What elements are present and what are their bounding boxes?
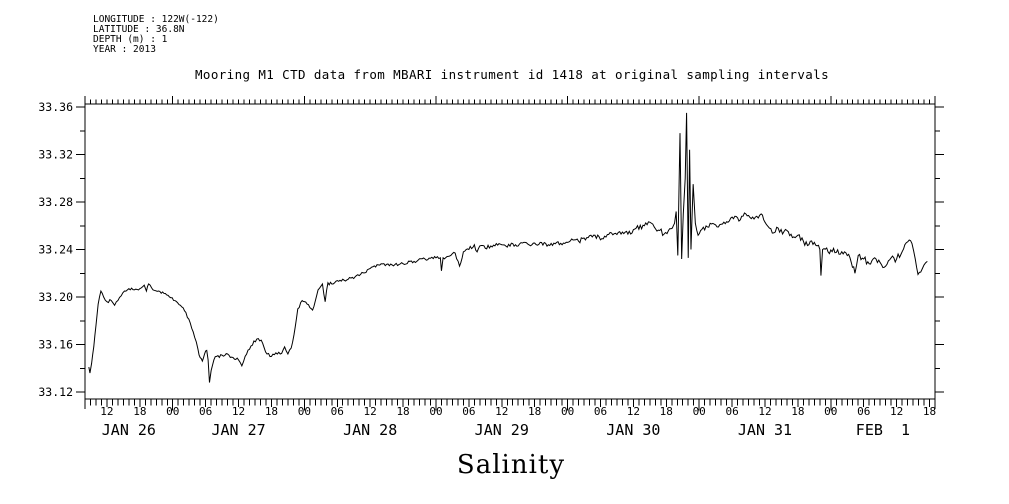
x-hour-label: 06 xyxy=(462,405,475,418)
x-hour-label: 00 xyxy=(429,405,442,418)
y-tick-label: 33.24 xyxy=(38,243,73,257)
y-tick-label: 33.36 xyxy=(38,100,73,114)
x-hour-label: 06 xyxy=(857,405,870,418)
y-tick-label: 33.12 xyxy=(38,385,73,399)
x-hour-label: 12 xyxy=(100,405,113,418)
year-value: YEAR : 2013 xyxy=(93,44,156,55)
x-hour-label: 18 xyxy=(923,405,936,418)
longitude-value: LONGITUDE : 122W(-122) xyxy=(93,14,219,25)
x-hour-label: 12 xyxy=(890,405,903,418)
x-day-label: JAN 31 xyxy=(738,421,792,439)
x-hour-label: 18 xyxy=(660,405,673,418)
x-hour-label: 00 xyxy=(693,405,706,418)
x-hour-label: 06 xyxy=(199,405,212,418)
x-hour-label: 00 xyxy=(166,405,179,418)
x-hour-label: 12 xyxy=(627,405,640,418)
metadata-block: LONGITUDE : 122W(-122) LATITUDE : 36.8N … xyxy=(93,14,219,55)
x-hour-label: 00 xyxy=(561,405,574,418)
y-tick-label: 33.32 xyxy=(38,148,73,162)
axis-tick-labels: 12 18 00 06 12 18 00 06 12 18 00 06 12 18 00 06 12 18 00 06… xyxy=(38,100,936,439)
x-day-label: JAN 30 xyxy=(606,421,660,439)
x-day-label: FEB 1 xyxy=(856,421,910,439)
depth-value: DEPTH (m) : 1 xyxy=(93,34,168,45)
x-hour-label: 18 xyxy=(396,405,409,418)
x-hour-label: 12 xyxy=(232,405,245,418)
y-tick-label: 33.20 xyxy=(38,290,73,304)
x-hour-label: 12 xyxy=(364,405,377,418)
x-hour-label: 18 xyxy=(791,405,804,418)
x-hour-label: 12 xyxy=(758,405,771,418)
salinity-series-line xyxy=(88,112,928,383)
x-hour-label: 06 xyxy=(331,405,344,418)
x-hour-label: 00 xyxy=(824,405,837,418)
x-hour-label: 06 xyxy=(725,405,738,418)
x-day-label: JAN 26 xyxy=(102,421,156,439)
plot-frame xyxy=(84,103,936,400)
x-hour-label: 12 xyxy=(495,405,508,418)
x-hour-label: 18 xyxy=(528,405,541,418)
x-day-label: JAN 28 xyxy=(343,421,397,439)
y-tick-label: 33.28 xyxy=(38,195,73,209)
x-hour-label: 00 xyxy=(298,405,311,418)
x-hour-label: 06 xyxy=(594,405,607,418)
x-hour-label: 18 xyxy=(133,405,146,418)
axis-ticks xyxy=(76,96,944,411)
chart-title: Mooring M1 CTD data from MBARI instrumen… xyxy=(195,67,829,82)
y-tick-label: 33.16 xyxy=(38,338,73,352)
x-axis-title: Salinity xyxy=(457,450,565,480)
latitude-value: LATITUDE : 36.8N xyxy=(93,24,185,35)
x-day-label: JAN 27 xyxy=(211,421,265,439)
x-day-label: JAN 29 xyxy=(475,421,529,439)
x-hour-label: 18 xyxy=(265,405,278,418)
